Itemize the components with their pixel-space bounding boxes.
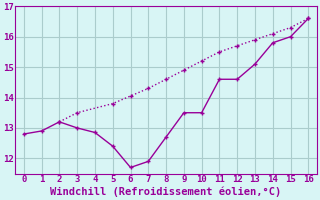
X-axis label: Windchill (Refroidissement éolien,°C): Windchill (Refroidissement éolien,°C)	[51, 187, 282, 197]
